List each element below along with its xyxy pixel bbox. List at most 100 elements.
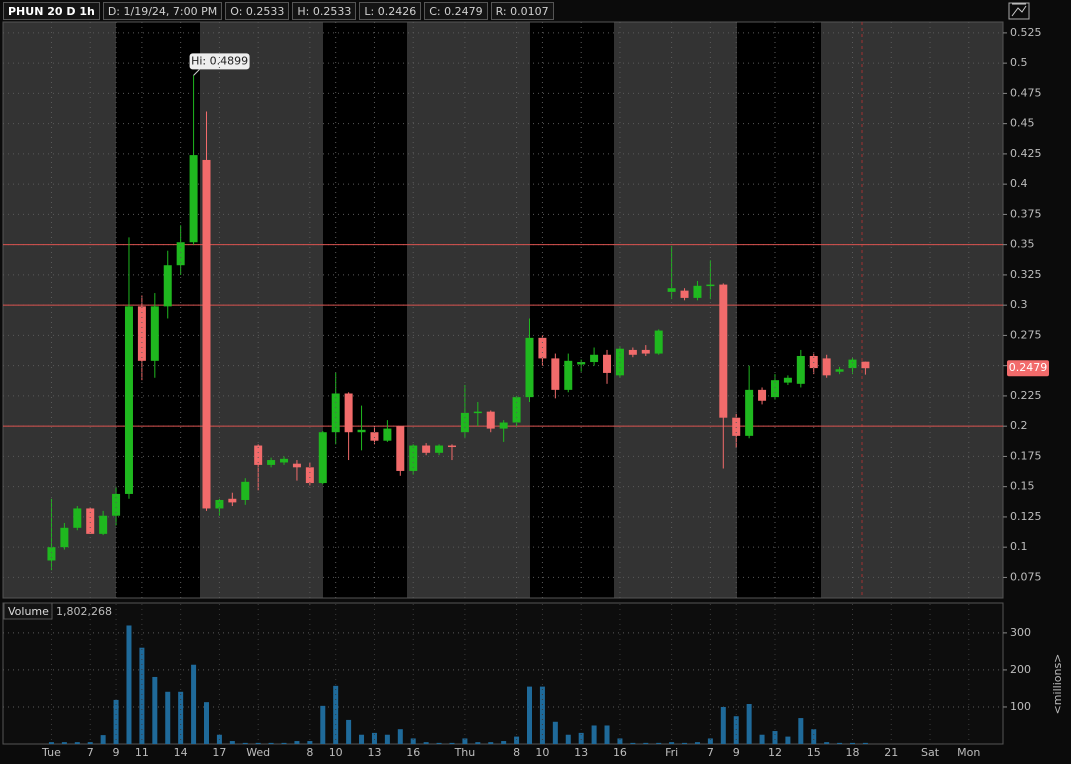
x-tick-label: Fri: [665, 746, 678, 759]
candle-body: [370, 432, 379, 441]
candle-body: [176, 242, 185, 266]
info-field: O: 0.2533: [225, 2, 290, 20]
candle-body: [564, 360, 573, 390]
volume-bar: [423, 742, 429, 744]
x-tick-label: 11: [135, 746, 149, 759]
x-tick-label: Thu: [454, 746, 476, 759]
y-tick-label: 0.225: [1010, 389, 1042, 402]
volume-bar: [126, 625, 132, 744]
volume-bar: [656, 742, 662, 744]
volume-bar: [359, 734, 365, 744]
candle-body: [783, 377, 792, 383]
annotation-pointer: [193, 69, 200, 76]
annotation: Hi: 0.4899: [191, 54, 248, 67]
pane-border: [2, 21, 1004, 599]
x-tick-label: 14: [174, 746, 188, 759]
volume-bar: [178, 691, 184, 744]
candle-body: [215, 499, 224, 509]
candle-body: [499, 422, 508, 429]
candle-body: [202, 159, 211, 509]
volume-bar: [850, 742, 855, 744]
x-tick-label: Sat: [921, 746, 940, 759]
header: PHUN 20 D 1h D: 1/19/24, 7:00 PM O: 0.253…: [3, 2, 554, 20]
volume-bar: [539, 686, 545, 744]
info-field: C: 0.2479: [424, 2, 488, 20]
y-tick-label: 0.325: [1010, 268, 1042, 281]
volume-bar: [191, 664, 197, 744]
candle-body: [280, 458, 289, 463]
candle-body: [163, 265, 172, 307]
info-field: H: 0.2533: [292, 2, 357, 20]
volume-bar: [527, 686, 532, 744]
candle-body: [47, 547, 56, 561]
icon[interactable]: [1008, 2, 1030, 20]
annotation-box: [189, 53, 250, 70]
y-tick-label: 0.075: [1010, 570, 1042, 583]
volume-bar: [462, 738, 468, 744]
last-price-box: [1007, 360, 1049, 377]
y-tick-label: 300: [1010, 626, 1031, 639]
volume-bar: [255, 742, 261, 744]
volume-bar: [759, 734, 765, 744]
x-tick-label: Wed: [246, 746, 270, 759]
volume-bar: [281, 742, 287, 744]
candle-body: [137, 306, 146, 361]
volume-bar: [320, 705, 326, 744]
volume-bar: [449, 742, 455, 744]
info-field: D: 1/19/24, 7:00 PM: [102, 2, 223, 20]
volume-bar: [397, 729, 403, 744]
volume-label-box: [3, 602, 53, 620]
x-tick-label: 13: [367, 746, 381, 759]
volume-bar: [707, 738, 713, 744]
volume-bar: [811, 729, 817, 744]
symbol: PHUN 20 D 1h: [3, 2, 100, 20]
volume-bar: [552, 721, 558, 744]
volume-bar: [785, 736, 791, 744]
candle-body: [512, 397, 521, 423]
y-tick-label: 0.5: [1010, 56, 1028, 69]
candle-body: [422, 445, 431, 453]
volume-bar: [501, 741, 507, 744]
candle-body: [86, 508, 95, 534]
volume-bar: [436, 742, 442, 744]
volume-bar: [346, 719, 352, 744]
volume-bar: [229, 741, 235, 744]
volume-bar: [152, 676, 158, 744]
volume-bar: [669, 742, 675, 744]
candle-body: [228, 498, 237, 503]
info-field: L: 0.2426: [359, 2, 422, 20]
y-tick-label: 0.175: [1010, 449, 1042, 462]
volume-bar: [837, 742, 843, 744]
x-tick-label: 10: [535, 746, 549, 759]
candle-body: [486, 411, 495, 429]
candle-body: [99, 515, 108, 534]
volume-bar: [294, 741, 300, 744]
candle-body: [667, 288, 676, 292]
candle-body: [680, 290, 689, 298]
icon-glyph: [1011, 3, 1027, 17]
candle-body: [628, 349, 637, 355]
candle-body: [758, 389, 767, 401]
volume-bar: [565, 734, 571, 744]
session-band: [737, 22, 821, 598]
y-tick-label: 0.525: [1010, 26, 1042, 39]
x-tick-label: 7: [87, 746, 94, 759]
candle-body: [603, 354, 612, 373]
x-tick-label: Tue: [41, 746, 61, 759]
candle-body: [577, 362, 586, 365]
candle-body: [848, 359, 857, 369]
y-tick-label: 0.475: [1010, 86, 1042, 99]
volume-bar: [113, 699, 119, 744]
session-band: [530, 22, 614, 598]
x-tick-label: 13: [574, 746, 588, 759]
volume-bar: [74, 742, 80, 744]
last-price-label: 0.2479: [1009, 361, 1048, 374]
candle-body: [254, 445, 263, 465]
y-tick-label: 0.125: [1010, 510, 1042, 523]
candle-body: [538, 337, 547, 359]
candle-body: [706, 284, 715, 287]
x-tick-label: 8: [513, 746, 520, 759]
volume-unit: <millions>: [1051, 654, 1064, 715]
x-tick-label: 12: [768, 746, 782, 759]
